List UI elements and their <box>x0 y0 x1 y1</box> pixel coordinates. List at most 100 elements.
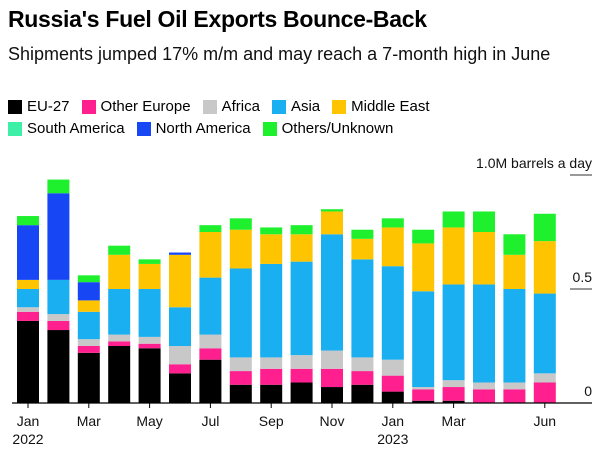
legend-item-north-america: North America <box>136 120 251 137</box>
legend-label-eu-27: EU-27 <box>27 98 70 115</box>
bar-2022-05-eu-27 <box>138 348 161 403</box>
bar-2022-02-asia <box>47 279 70 315</box>
bar-2022-05-other-europe <box>138 343 161 349</box>
bar-2022-11-others-unknown <box>321 209 343 212</box>
bar-2022-09-eu-27 <box>260 384 283 403</box>
bar-2023-04-others-unknown <box>473 211 495 232</box>
bar-2022-05-others-unknown <box>138 259 161 264</box>
legend-label-others-unknown: Others/Unknown <box>281 120 394 137</box>
legend-label-africa: Africa <box>221 98 260 115</box>
legend-item-middle-east: Middle East <box>332 98 430 115</box>
legend-label-south-america: South America <box>27 120 125 137</box>
bar-2023-03-middle-east <box>442 227 465 285</box>
legend-item-eu-27: EU-27 <box>8 98 70 115</box>
bar-2022-04-others-unknown <box>108 245 131 255</box>
bar-2023-06-africa <box>533 373 556 383</box>
bar-2022-12-middle-east <box>351 238 374 260</box>
bar-2022-07-other-europe <box>199 348 222 360</box>
bar-2023-01-others-unknown <box>381 218 404 228</box>
legend-item-other-europe: Other Europe <box>81 98 191 115</box>
chart-title: Russia's Fuel Oil Exports Bounce-Back <box>8 6 427 32</box>
legend-swatch-asia <box>271 99 286 114</box>
bar-2022-08-eu-27 <box>229 384 252 403</box>
bar-2023-03-asia <box>442 284 465 381</box>
bar-2022-02-north-america <box>47 193 70 280</box>
bar-2023-03-other-europe <box>442 387 465 401</box>
bar-2022-10-middle-east <box>290 234 313 262</box>
bar-2022-03-asia <box>77 311 100 340</box>
x-tick-label-4: Sep <box>259 413 284 429</box>
bar-2023-06-other-europe <box>533 382 556 403</box>
bar-2023-05-other-europe <box>503 389 526 403</box>
bar-2022-11-asia <box>321 234 343 351</box>
bar-2022-01-north-america <box>17 225 39 280</box>
bar-2022-08-middle-east <box>229 229 252 269</box>
bar-2022-09-middle-east <box>260 234 283 264</box>
bar-2022-09-other-europe <box>260 368 283 385</box>
bar-2022-11-africa <box>321 350 343 369</box>
bar-2022-10-other-europe <box>290 368 313 383</box>
legend-swatch-north-america <box>136 121 151 136</box>
bar-2022-08-asia <box>229 268 252 358</box>
x-tick-label-8: Jun <box>534 413 557 429</box>
bar-2022-11-other-europe <box>321 368 343 388</box>
x-tick-label-3: Jul <box>201 413 219 429</box>
x-tick-label-6: Jan <box>382 413 405 429</box>
legend-item-africa: Africa <box>202 98 260 115</box>
bar-2022-01-eu-27 <box>17 320 39 403</box>
bar-2023-05-middle-east <box>503 254 526 289</box>
bar-2022-11-eu-27 <box>321 387 343 403</box>
legend-row-1: EU-27 Other Europe Africa Asia Middle East <box>8 98 442 115</box>
bar-2023-03-eu-27 <box>442 400 465 403</box>
bar-2022-03-others-unknown <box>77 275 100 283</box>
bar-2022-07-africa <box>199 334 222 349</box>
bar-2022-12-others-unknown <box>351 229 374 239</box>
legend-label-north-america: North America <box>155 120 251 137</box>
bar-2022-12-other-europe <box>351 371 374 385</box>
bar-2022-10-asia <box>290 261 313 356</box>
y-tick-label-0: 0 <box>584 383 592 399</box>
bar-2023-04-asia <box>473 284 495 383</box>
legend-row-2: South America North America Others/Unknown <box>8 120 405 137</box>
legend-swatch-other-europe <box>81 99 96 114</box>
bar-2022-03-north-america <box>77 282 100 301</box>
bar-2022-07-middle-east <box>199 232 222 278</box>
bar-2022-06-other-europe <box>169 364 191 374</box>
bar-2022-09-others-unknown <box>260 227 283 235</box>
bar-2022-01-middle-east <box>17 279 39 289</box>
bar-2023-01-middle-east <box>381 227 404 267</box>
legend-swatch-south-america <box>8 121 22 136</box>
bar-2022-02-others-unknown <box>47 179 70 194</box>
bar-2022-04-eu-27 <box>108 346 131 403</box>
bar-2022-09-africa <box>260 357 283 369</box>
legend-swatch-eu-27 <box>8 99 22 114</box>
bar-2022-08-other-europe <box>229 371 252 385</box>
bar-2022-07-eu-27 <box>199 359 222 403</box>
bar-2022-01-africa <box>17 307 39 312</box>
bar-2023-01-asia <box>381 266 404 360</box>
bar-2022-08-others-unknown <box>229 218 252 230</box>
bar-2022-12-africa <box>351 357 374 372</box>
bar-2022-06-eu-27 <box>169 373 191 403</box>
bar-2023-03-africa <box>442 380 465 388</box>
bar-2022-02-other-europe <box>47 320 70 331</box>
bar-2022-03-other-europe <box>77 346 100 353</box>
legend-label-middle-east: Middle East <box>351 98 430 115</box>
bar-2022-06-middle-east <box>169 254 191 308</box>
bar-2023-06-middle-east <box>533 241 556 294</box>
legend-item-others-unknown: Others/Unknown <box>262 120 394 137</box>
bar-2022-07-asia <box>199 277 222 335</box>
bar-2022-10-africa <box>290 355 313 369</box>
bar-2022-06-north-america <box>169 252 191 255</box>
bar-2022-04-other-europe <box>108 341 131 346</box>
bar-2022-12-asia <box>351 259 374 358</box>
bar-2023-04-other-europe <box>473 389 495 403</box>
bar-2023-04-middle-east <box>473 232 495 285</box>
x-tick-sublabel-0: 2022 <box>12 431 43 447</box>
bar-2022-02-eu-27 <box>47 330 70 403</box>
bar-2022-03-middle-east <box>77 300 100 312</box>
bar-2022-10-others-unknown <box>290 225 313 235</box>
bar-2022-09-asia <box>260 263 283 358</box>
legend-item-south-america: South America <box>8 120 125 137</box>
bar-2022-07-others-unknown <box>199 225 222 232</box>
